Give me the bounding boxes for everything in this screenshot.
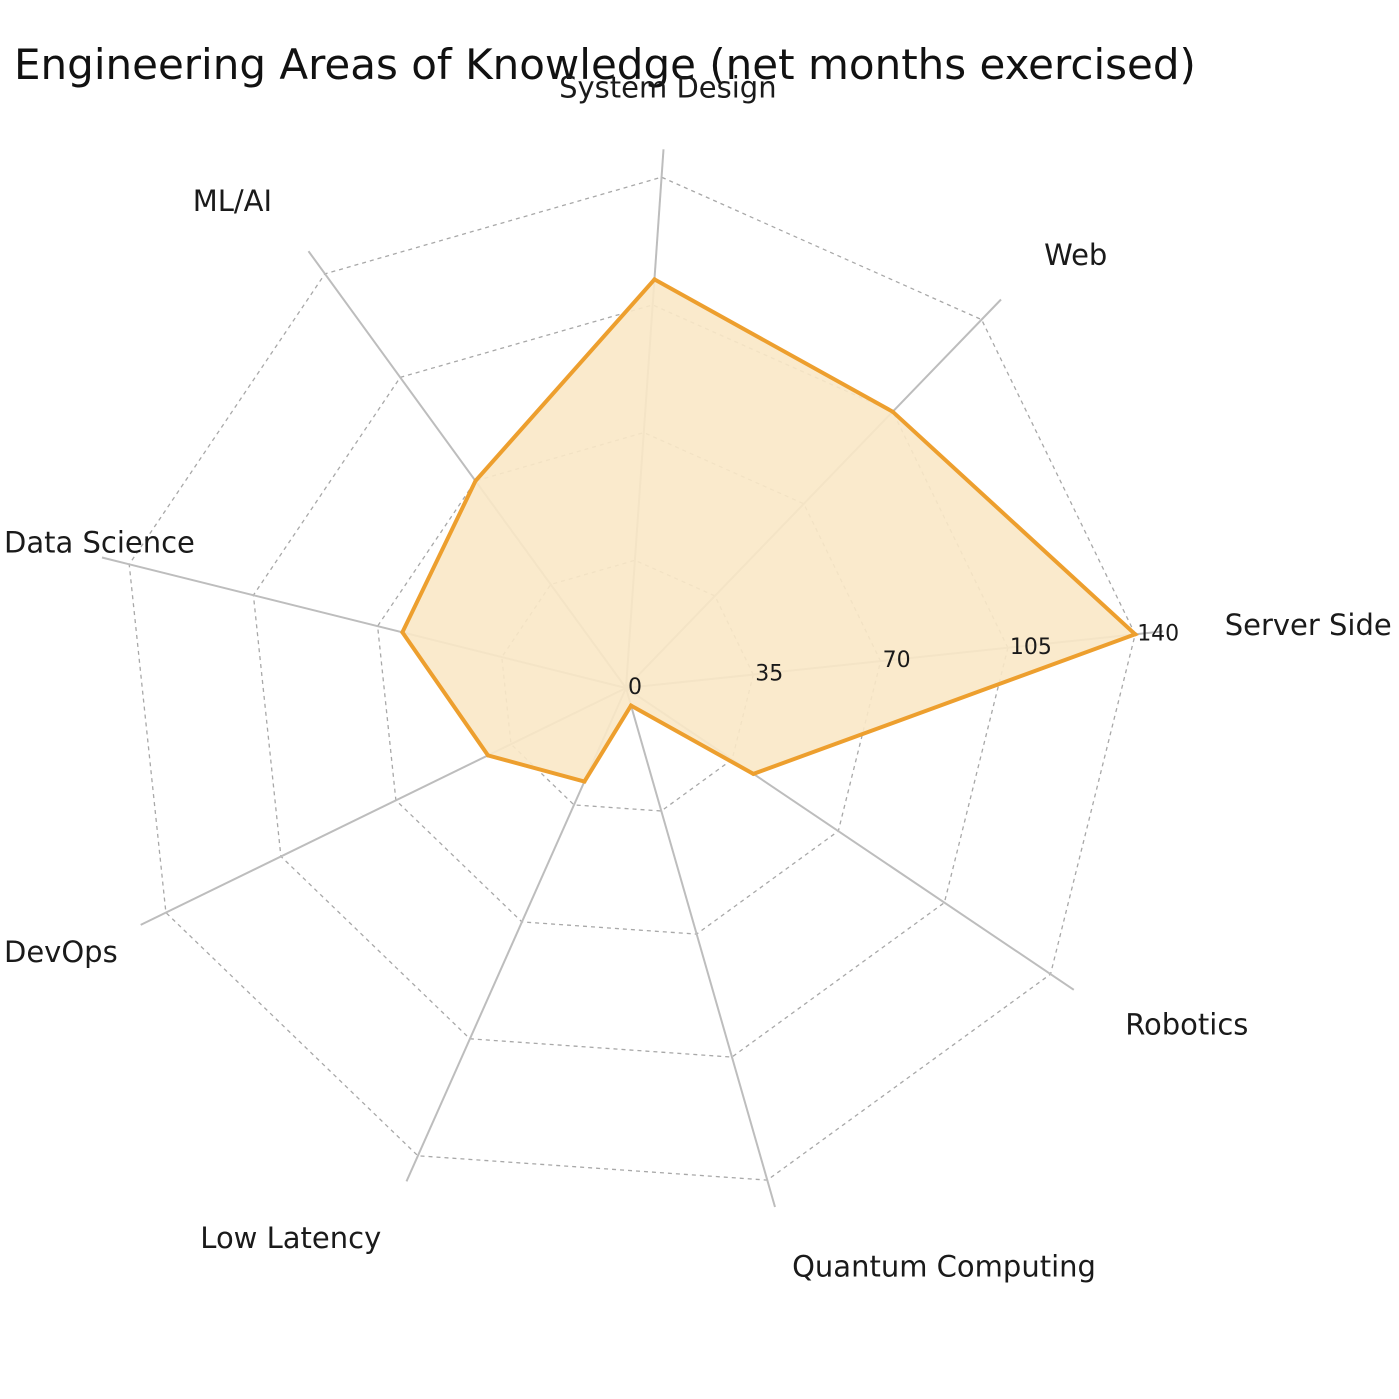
data-area <box>400 276 1139 784</box>
data-point-low-latency <box>582 779 587 784</box>
data-point-server-side <box>1133 632 1138 637</box>
tick-label-105: 105 <box>1010 635 1052 660</box>
category-label-ml-ai: ML/AI <box>193 184 272 218</box>
data-point-web <box>890 409 895 414</box>
chart-title: Engineering Areas of Knowledge (net mont… <box>14 40 1196 89</box>
data-point-devops <box>486 753 490 758</box>
spoke-quantum-computing <box>625 687 776 1208</box>
tick-label-35: 35 <box>755 662 783 687</box>
data-point-robotics <box>751 771 756 776</box>
data-point-quantum-computing <box>629 703 633 708</box>
category-label-quantum-computing: Quantum Computing <box>792 1250 1096 1284</box>
category-label-low-latency: Low Latency <box>200 1221 381 1255</box>
category-label-devops: DevOps <box>4 935 118 969</box>
data-point-system-design <box>652 277 657 282</box>
category-label-server-side: Server Side <box>1225 608 1392 642</box>
tick-label-70: 70 <box>883 648 911 673</box>
grid-ring-140 <box>128 176 1136 1181</box>
tick-label-0: 0 <box>628 675 642 700</box>
tick-layer: 0 35 70 105 140 <box>628 621 1179 700</box>
label-layer: Server Side Web System Design ML/AI Data Sci… <box>4 71 1392 1284</box>
category-label-robotics: Robotics <box>1125 1008 1248 1042</box>
category-label-system-design: System Design <box>559 71 777 105</box>
category-label-data-science: Data Science <box>4 526 195 560</box>
data-point-ml-ai <box>473 478 478 483</box>
data-layer <box>400 276 1139 784</box>
tick-label-140: 140 <box>1137 621 1179 646</box>
data-point-data-science <box>400 630 405 635</box>
category-label-web: Web <box>1044 238 1107 272</box>
grid-ring-70 <box>376 431 882 935</box>
